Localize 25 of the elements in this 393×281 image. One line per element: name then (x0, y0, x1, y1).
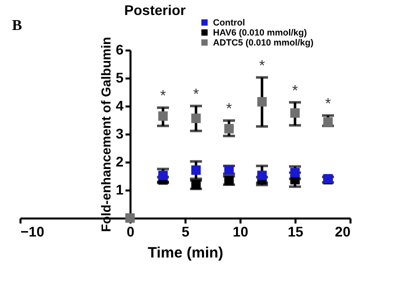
text: B (12, 18, 22, 34)
x-tick-label: 15 (288, 224, 304, 240)
y-tick-label: 6 (116, 42, 124, 58)
x-axis-title: Time (min) (148, 244, 224, 262)
x-tick-label: −10 (20, 224, 44, 240)
y-tick-label: 5 (116, 70, 124, 86)
annotation: * (160, 88, 166, 105)
x-tick-label: 5 (182, 224, 190, 240)
legend-label: Control (213, 18, 245, 28)
x-tick-label: 0 (126, 224, 135, 240)
y-tick-label: 3 (116, 126, 124, 142)
x-tick-label: 10 (232, 224, 248, 240)
legend-label: HAV6 (0.010 mmol/kg) (213, 28, 307, 38)
annotation: * (325, 96, 332, 113)
annotation: * (292, 82, 298, 100)
chart-title: Posterior (124, 2, 186, 18)
annotation: * (259, 57, 266, 74)
y-tick-label: 4 (116, 98, 124, 114)
x-tick-label: 20 (334, 224, 351, 240)
annotation: * (226, 100, 232, 118)
y-tick-label: 2 (116, 154, 124, 170)
legend-label: ADTC5 (0.010 mmol/kg) (213, 38, 314, 48)
y-axis-title: Fold-enhancement of Galbumin (98, 36, 114, 232)
annotation: * (193, 86, 200, 103)
y-tick-label: 1 (116, 182, 124, 198)
